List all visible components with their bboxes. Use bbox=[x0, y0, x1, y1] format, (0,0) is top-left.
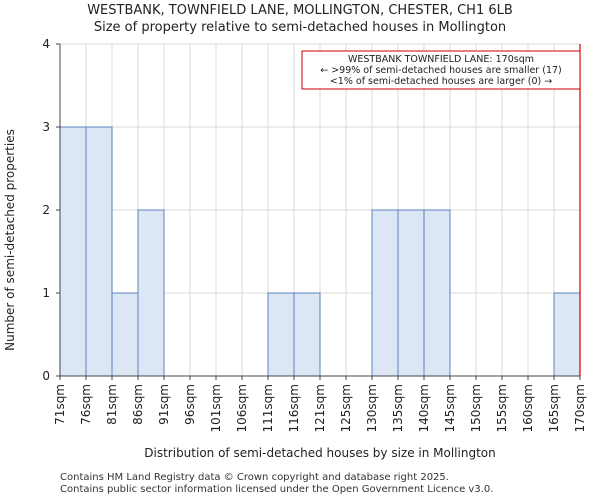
chart-subtitle: Size of property relative to semi-detach… bbox=[93, 20, 507, 35]
y-tick-labels: 0 1 2 3 4 bbox=[42, 37, 60, 383]
footer-licence: Contains public sector information licen… bbox=[60, 484, 494, 495]
x-axis-label: Distribution of semi-detached houses by … bbox=[144, 446, 495, 460]
x-tick-label: 130sqm bbox=[365, 384, 379, 432]
x-tick-label: 91sqm bbox=[157, 384, 171, 425]
annotation-border bbox=[301, 50, 581, 90]
bar bbox=[293, 292, 321, 377]
y-tick-label: 2 bbox=[42, 203, 50, 217]
x-tick-label: 76sqm bbox=[79, 384, 93, 425]
x-tick-label: 170sqm bbox=[573, 384, 587, 432]
footer-copyright: Contains HM Land Registry data © Crown c… bbox=[60, 472, 449, 483]
bar bbox=[137, 209, 165, 377]
bar bbox=[85, 126, 113, 377]
bar bbox=[111, 292, 139, 377]
y-tick-label: 1 bbox=[42, 286, 50, 300]
x-tick-label: 125sqm bbox=[339, 384, 353, 432]
x-tick-label: 150sqm bbox=[469, 384, 483, 432]
bar bbox=[59, 126, 87, 377]
annotation-line-1: WESTBANK TOWNFIELD LANE: 170sqm bbox=[348, 54, 534, 65]
y-axis-label: Number of semi-detached properties bbox=[3, 129, 17, 351]
bar bbox=[267, 292, 295, 377]
x-tick-label: 155sqm bbox=[495, 384, 509, 432]
y-tick-label: 3 bbox=[42, 120, 50, 134]
annotation-box: WESTBANK TOWNFIELD LANE: 170sqm ← >99% o… bbox=[301, 50, 581, 90]
x-tick-label: 101sqm bbox=[209, 384, 223, 432]
x-tick-label: 165sqm bbox=[547, 384, 561, 432]
bar bbox=[423, 209, 451, 377]
bar bbox=[553, 292, 581, 377]
bar bbox=[397, 209, 425, 377]
x-tick-label: 106sqm bbox=[235, 384, 249, 432]
chart-title: WESTBANK, TOWNFIELD LANE, MOLLINGTON, CH… bbox=[87, 3, 513, 18]
x-tick-labels: 71sqm 76sqm 81sqm 86sqm 91sqm 96sqm 101sqm 106s… bbox=[53, 376, 587, 432]
y-tick-label: 4 bbox=[42, 37, 50, 51]
x-tick-label: 86sqm bbox=[131, 384, 145, 425]
x-tick-label: 140sqm bbox=[417, 384, 431, 432]
x-tick-label: 71sqm bbox=[53, 384, 67, 425]
x-tick-label: 111sqm bbox=[261, 384, 275, 432]
chart-canvas: 0 1 2 3 4 71sqm 76sqm 81sqm 86sqm 91sqm 96sqm 101s… bbox=[3, 37, 587, 460]
bar bbox=[371, 209, 399, 377]
annotation-line-2: ← >99% of semi-detached houses are small… bbox=[320, 65, 562, 76]
x-tick-label: 145sqm bbox=[443, 384, 457, 432]
x-tick-label: 81sqm bbox=[105, 384, 119, 425]
x-tick-label: 96sqm bbox=[183, 384, 197, 425]
x-tick-label: 121sqm bbox=[313, 384, 327, 432]
x-tick-label: 116sqm bbox=[287, 384, 301, 432]
x-tick-label: 160sqm bbox=[521, 384, 535, 432]
x-tick-label: 135sqm bbox=[391, 384, 405, 432]
y-tick-label: 0 bbox=[42, 369, 50, 383]
annotation-line-3: <1% of semi-detached houses are larger (… bbox=[330, 76, 552, 87]
